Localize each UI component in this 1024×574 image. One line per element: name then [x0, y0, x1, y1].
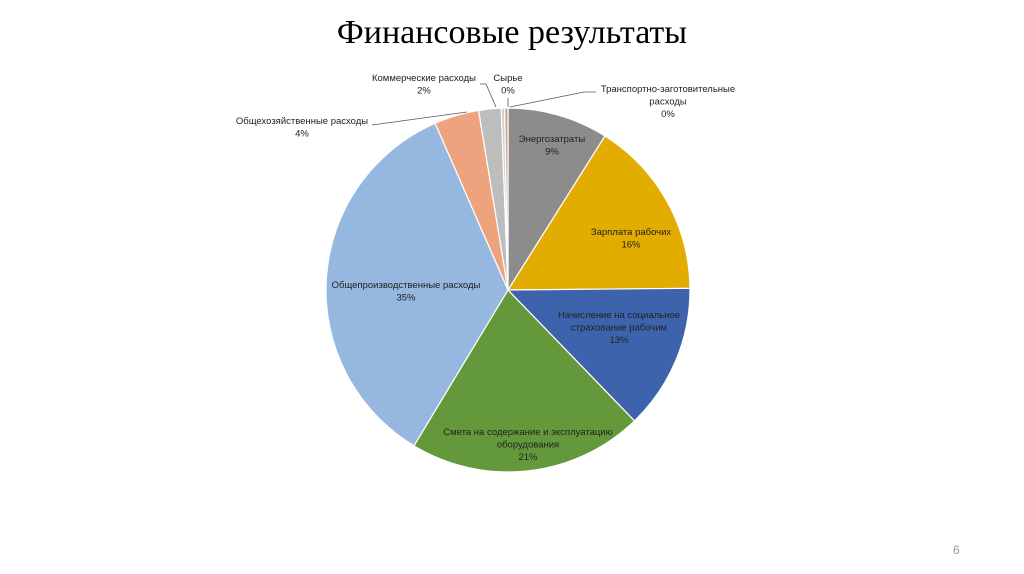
- slide-title: Финансовые результаты: [336, 14, 688, 51]
- pie-slice: [507, 107, 606, 293]
- data-label: Общехозяйственные расходы 4%: [236, 116, 368, 140]
- pie-slice: [325, 122, 509, 447]
- leader-lines: [371, 83, 596, 126]
- pie-slice: [506, 287, 691, 422]
- data-label: Энергозатраты 9%: [519, 134, 586, 158]
- data-label: Общепроизводственные расходы 35%: [332, 280, 481, 304]
- pie-slice: [413, 289, 636, 473]
- data-label: Зарплата рабочих 16%: [591, 227, 672, 251]
- pie-slices: [325, 107, 691, 473]
- leader-line: [509, 91, 596, 108]
- data-label: Начисление на социальное страхование рабо…: [558, 310, 680, 346]
- data-labels: Энергозатраты 9% Зарплата рабочих 16% Начисл…: [236, 73, 735, 463]
- data-label: Коммерческие расходы 2%: [372, 73, 476, 97]
- page-number: 6: [953, 543, 960, 557]
- pie-slice: [503, 107, 509, 291]
- data-label: Смета на содержание и эксплуатацию оборуд…: [443, 427, 612, 463]
- pie-slice: [506, 135, 691, 291]
- leader-line: [480, 83, 497, 108]
- data-label: Сырье 0%: [493, 73, 522, 97]
- leader-line: [371, 111, 468, 126]
- data-label: Транспортно-заготовительные расходы 0%: [601, 84, 735, 120]
